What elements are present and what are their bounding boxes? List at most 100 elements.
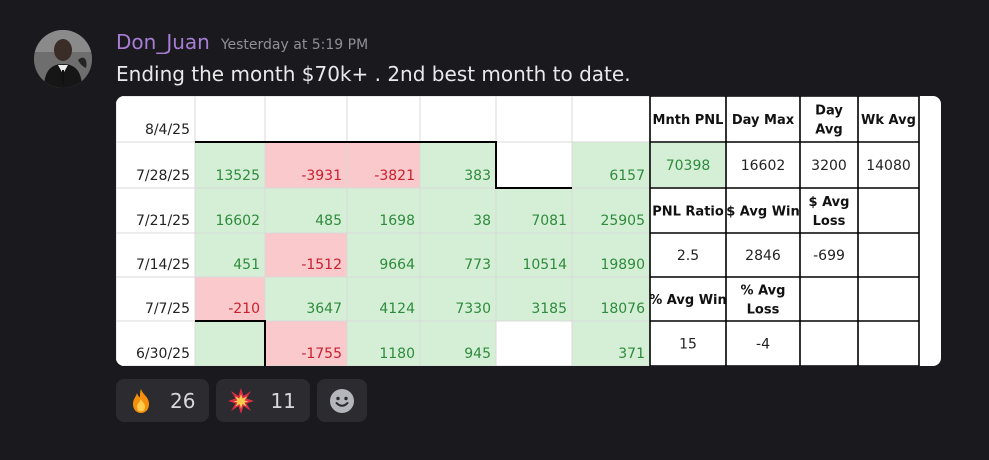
cell-fill	[195, 277, 265, 321]
cell-fill	[265, 233, 347, 277]
week-date-label: 7/28/25	[136, 168, 190, 184]
add-reaction-button[interactable]	[316, 379, 367, 422]
cell-fill	[420, 321, 496, 366]
week-date-label: 7/14/25	[136, 257, 190, 273]
fire-icon	[126, 386, 156, 416]
stat-header: $ Avg Win	[726, 205, 800, 220]
week-border	[195, 141, 572, 189]
week-date-label: 6/30/25	[136, 346, 190, 362]
pnl-cell: 7081	[531, 213, 567, 229]
pnl-cell: 1180	[379, 346, 415, 362]
cell-fill	[195, 321, 265, 366]
message-timestamp: Yesterday at 5:19 PM	[220, 37, 369, 53]
spreadsheet-image-attachment[interactable]: 8/4/25 7/28/25 13525 -3931 -3821 383 6157 7/21/…	[116, 96, 941, 366]
pnl-cell: 383	[464, 168, 491, 184]
pnl-cell: -1755	[301, 346, 342, 362]
reaction-fire[interactable]: 26	[116, 379, 210, 422]
reaction-count: 26	[170, 388, 196, 413]
pnl-cell: 3647	[306, 301, 342, 317]
person-in-suit-icon	[34, 30, 92, 88]
stat-header: Wk Avg	[861, 113, 916, 128]
cell-fill	[572, 321, 650, 366]
cell-fill	[347, 277, 420, 321]
stat-header: % Avg Win	[649, 293, 727, 308]
cell-fill	[572, 188, 650, 233]
cell-fill	[265, 142, 347, 188]
pnl-cell: -1512	[301, 257, 342, 273]
pnl-cell: -3821	[374, 168, 415, 184]
cell-fill	[265, 188, 347, 233]
cell-fill	[195, 233, 265, 277]
stat-value: -699	[813, 248, 845, 264]
reactions-bar: 26 11	[116, 379, 367, 422]
pnl-cell: 13525	[215, 168, 260, 184]
cell-fill	[347, 321, 420, 366]
spreadsheet-table: 8/4/25 7/28/25 13525 -3931 -3821 383 6157 7/21/…	[116, 96, 920, 366]
cell-fill	[420, 188, 496, 233]
pnl-cell: 7330	[455, 301, 491, 317]
cell-fill	[420, 233, 496, 277]
pnl-cell: 773	[464, 257, 491, 273]
cell-fill	[265, 321, 347, 366]
message-content: Ending the month $70k+ . 2nd best month …	[116, 62, 631, 86]
pnl-cell: 371	[618, 346, 645, 362]
cell-fill	[195, 142, 265, 188]
reaction-collision[interactable]: 11	[216, 379, 310, 422]
cell-fill	[420, 277, 496, 321]
stat-value: 16602	[741, 158, 786, 174]
pnl-cell: 6157	[609, 168, 645, 184]
stat-header: Loss	[747, 303, 780, 318]
pnl-cell: 9664	[379, 257, 415, 273]
reaction-count: 11	[270, 388, 296, 413]
stat-value: 2846	[745, 248, 781, 264]
stat-header: Day	[815, 104, 843, 119]
pnl-cell: 451	[233, 257, 260, 273]
pnl-cell: 10514	[522, 257, 567, 273]
stat-header: Mnth PNL	[653, 113, 724, 128]
pnl-cell: 18076	[600, 301, 645, 317]
stat-header: $ Avg	[809, 195, 850, 210]
stat-header: Avg	[815, 123, 842, 138]
stat-header: % Avg	[741, 284, 786, 299]
stat-value: 3200	[811, 158, 847, 174]
username[interactable]: Don_Juan	[116, 30, 210, 54]
pnl-cell: 945	[464, 346, 491, 362]
stat-value: 14080	[866, 158, 911, 174]
cell-fill	[420, 142, 496, 188]
pnl-cell: 25905	[600, 213, 645, 229]
cell-fill	[572, 277, 650, 321]
pnl-cell: 1698	[379, 213, 415, 229]
stat-value: 70398	[666, 158, 711, 174]
stat-value: -4	[756, 337, 770, 353]
stats-table-bg	[650, 96, 919, 366]
week-date-label: 8/4/25	[145, 122, 190, 138]
pnl-cell: -210	[228, 301, 260, 317]
cell-fill	[265, 277, 347, 321]
cell-fill	[572, 233, 650, 277]
week-border	[195, 320, 266, 366]
pnl-cell: 485	[315, 213, 342, 229]
stat-header: Day Max	[732, 113, 795, 128]
cell-fill	[347, 142, 420, 188]
pnl-cell: 16602	[215, 213, 260, 229]
pnl-cell: 4124	[379, 301, 415, 317]
week-date-label: 7/7/25	[145, 301, 190, 317]
collision-icon	[226, 386, 256, 416]
cell-fill	[347, 233, 420, 277]
pnl-cell: 38	[473, 213, 491, 229]
cell-fill	[572, 142, 650, 188]
cell-fill	[496, 277, 572, 321]
pnl-cell: 3185	[531, 301, 567, 317]
cell-fill	[496, 233, 572, 277]
cell-fill	[496, 188, 572, 233]
stat-header: Loss	[813, 214, 846, 229]
stat-value: 2.5	[677, 248, 699, 264]
stat-value: 15	[679, 337, 697, 353]
stat-header: PNL Ratio	[652, 205, 724, 220]
pnl-cell: -3931	[301, 168, 342, 184]
avatar[interactable]	[34, 30, 92, 88]
cell-fill	[347, 188, 420, 233]
add-reaction-smiley-icon	[327, 386, 357, 416]
week-date-label: 7/21/25	[136, 213, 190, 229]
